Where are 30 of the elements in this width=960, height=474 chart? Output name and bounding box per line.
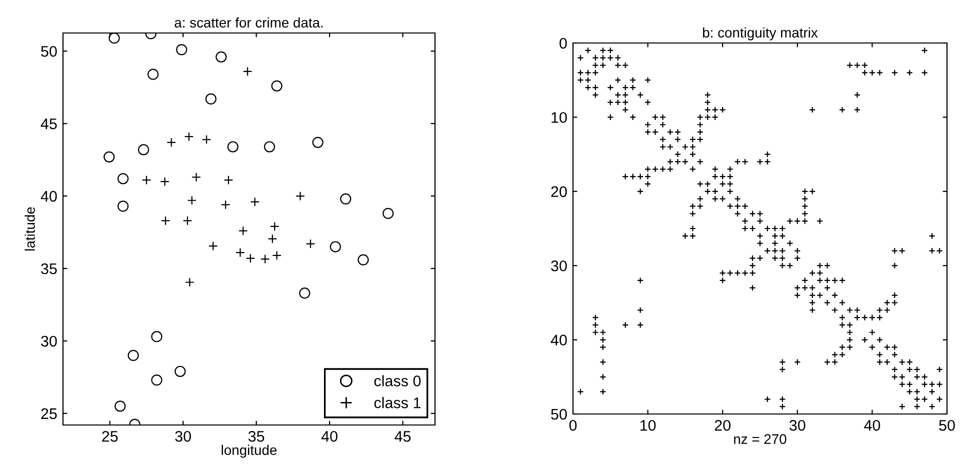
y-tick-label: 50 xyxy=(41,46,57,57)
x-tick-label: 35 xyxy=(248,430,264,442)
y-tick-label: 25 xyxy=(41,408,57,420)
y-tick-label: 20 xyxy=(551,186,567,198)
y-tick-label: 35 xyxy=(41,263,57,274)
y-tick-label: 50 xyxy=(551,408,567,420)
x-tick-label: 40 xyxy=(321,430,338,442)
legend-label: class 0 xyxy=(374,375,421,386)
x-tick-label: 30 xyxy=(789,420,806,431)
x-tick-label: 10 xyxy=(640,420,656,431)
y-tick-label: 30 xyxy=(41,336,57,347)
x-axis-title: longitude xyxy=(222,444,277,458)
x-tick-label: 30 xyxy=(175,430,191,442)
chart-title: b: contiguity matrix xyxy=(703,27,818,40)
y-tick-label: 40 xyxy=(40,190,57,202)
y-tick-label: 40 xyxy=(550,334,567,346)
x-tick-label: 25 xyxy=(102,430,118,442)
y-tick-label: 0 xyxy=(560,38,567,49)
x-tick-label: 40 xyxy=(864,420,880,431)
y-tick-label: 45 xyxy=(40,118,57,130)
y-tick-label: 10 xyxy=(552,112,567,123)
x-tick-label: 20 xyxy=(714,420,730,431)
legend-label: class 1 xyxy=(374,397,421,408)
chart-title: a: scatter for crime data. xyxy=(174,17,323,28)
x-tick-label: 45 xyxy=(394,431,411,442)
x-tick-label: 50 xyxy=(939,420,955,431)
x-axis-title: nz = 270 xyxy=(734,434,786,444)
y-tick-label: 30 xyxy=(551,260,567,272)
y-axis-title: latitude xyxy=(24,207,35,250)
x-tick-label: 0 xyxy=(569,420,577,431)
